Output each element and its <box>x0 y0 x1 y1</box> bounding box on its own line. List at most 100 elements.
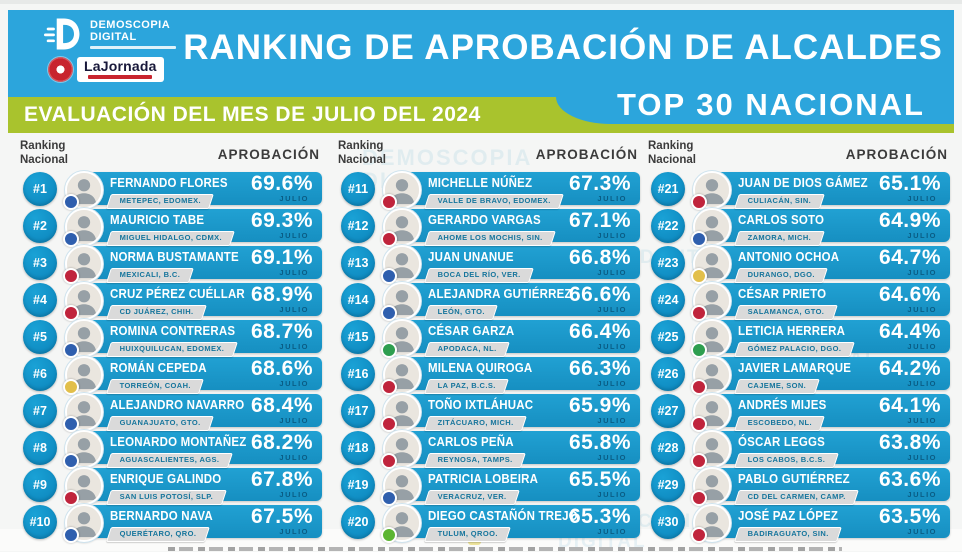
mayor-avatar <box>63 319 103 358</box>
location-pill: ZAMORA, MICH. <box>734 231 825 246</box>
mayor-name: LEONARDO MONTAÑEZ <box>110 435 247 449</box>
mayor-name: MILENA QUIROGA <box>428 361 533 375</box>
location-pill: DURANGO, DGO. <box>734 268 829 283</box>
mayor-name: PATRICIA LOBEIRA <box>428 472 539 486</box>
mayor-name: ALEJANDRO NAVARRO <box>110 398 245 412</box>
mayor-avatar <box>63 504 103 543</box>
ranking-row: #26 JAVIER LAMARQUE CAJEME, SON. 64.2% J… <box>646 356 950 395</box>
ranking-column-2: Ranking Nacional APROBACIÓN #11 MICHELLE … <box>336 140 640 543</box>
approval-value: 68.4% <box>250 394 313 417</box>
mayor-name: DIEGO CASTAÑÓN TREJO <box>428 509 578 523</box>
lajornada-logo: LaJornada <box>48 57 164 82</box>
approval-value: 65.5% <box>568 468 631 491</box>
month-label: JULIO <box>597 379 627 388</box>
person-silhouette-icon <box>695 247 729 281</box>
month-label: JULIO <box>597 416 627 425</box>
party-badge-icon <box>691 342 707 358</box>
location-pill: METEPEC, EDOMEX. <box>106 194 215 209</box>
rank-badge: #13 <box>341 246 375 280</box>
top30-subtitle: TOP 30 NACIONAL <box>617 87 925 122</box>
ranking-row: #28 ÓSCAR LEGGS LOS CABOS, B.C.S. 63.8% … <box>646 430 950 469</box>
ranking-row: #4 CRUZ PÉREZ CUÉLLAR CD JUÁREZ, CHIH. 6… <box>18 282 322 321</box>
mayor-avatar <box>691 319 731 358</box>
mayor-name: CÉSAR GARZA <box>428 324 515 338</box>
approval-value: 64.1% <box>878 394 941 417</box>
party-badge-icon <box>63 231 79 247</box>
ranking-row: #3 NORMA BUSTAMANTE MEXICALI, B.C. 69.1%… <box>18 245 322 284</box>
party-badge-icon <box>381 490 397 506</box>
cutoff-footnote-text <box>168 547 842 551</box>
approval-value: 65.8% <box>568 431 631 454</box>
location-pill: APODACA, NL. <box>424 342 510 357</box>
aprobacion-label: APROBACIÓN <box>217 147 320 162</box>
location-pill: AGUASCALIENTES, AGS. <box>106 453 233 468</box>
location-pill: VALLE DE BRAVO, EDOMEX. <box>424 194 564 209</box>
rank-badge: #29 <box>651 468 685 502</box>
party-badge-icon <box>691 416 707 432</box>
location-pill: BOCA DEL RÍO, VER. <box>424 268 534 283</box>
location-pill: CD DEL CARMEN, CAMP. <box>734 490 860 505</box>
month-label: JULIO <box>279 416 309 425</box>
location-pill: VERACRUZ, VER. <box>424 490 520 505</box>
party-badge-icon <box>381 453 397 469</box>
month-label: JULIO <box>597 342 627 351</box>
approval-value: 64.6% <box>878 283 941 306</box>
month-label: JULIO <box>279 453 309 462</box>
ranking-row: #6 ROMÁN CEPEDA TORREÓN, COAH. 68.6% JUL… <box>18 356 322 395</box>
mayor-name: JUAN UNANUE <box>428 250 514 264</box>
mayor-name: GERARDO VARGAS <box>428 213 541 227</box>
rank-badge: #2 <box>23 209 57 243</box>
party-badge-icon <box>691 379 707 395</box>
rank-badge: #12 <box>341 209 375 243</box>
rank-badge: #19 <box>341 468 375 502</box>
ranking-row: #30 JOSÉ PAZ LÓPEZ BADIRAGUATO, SIN. 63.… <box>646 504 950 543</box>
ranking-row: #14 ALEJANDRA GUTIÉRREZ LEÓN, GTO. 66.6%… <box>336 282 640 321</box>
ranking-row: #8 LEONARDO MONTAÑEZ AGUASCALIENTES, AGS… <box>18 430 322 469</box>
location-pill: QUERÉTARO, QRO. <box>106 527 210 542</box>
month-label: JULIO <box>597 490 627 499</box>
lajornada-icon <box>48 57 73 82</box>
ranking-row: #22 CARLOS SOTO ZAMORA, MICH. 64.9% JULI… <box>646 208 950 247</box>
rank-badge: #18 <box>341 431 375 465</box>
mayor-name: ANTONIO OCHOA <box>738 250 840 264</box>
mayor-name: ANDRÉS MIJES <box>738 398 827 412</box>
rank-badge: #4 <box>23 283 57 317</box>
person-silhouette-icon <box>67 173 101 207</box>
rank-badge: #24 <box>651 283 685 317</box>
mayor-name: CÉSAR PRIETO <box>738 287 827 301</box>
party-badge-icon <box>691 231 707 247</box>
approval-value: 65.1% <box>878 172 941 195</box>
approval-value: 64.2% <box>878 357 941 380</box>
person-silhouette-icon <box>695 469 729 503</box>
approval-value: 63.6% <box>878 468 941 491</box>
mayor-avatar <box>691 430 731 469</box>
party-badge-icon <box>63 490 79 506</box>
ranking-row: #7 ALEJANDRO NAVARRO GUANAJUATO, GTO. 68… <box>18 393 322 432</box>
mayor-avatar <box>381 208 421 247</box>
month-label: JULIO <box>279 231 309 240</box>
month-label: JULIO <box>279 379 309 388</box>
rank-badge: #21 <box>651 172 685 206</box>
approval-value: 65.9% <box>568 394 631 417</box>
rank-badge: #15 <box>341 320 375 354</box>
month-label: JULIO <box>907 416 937 425</box>
location-pill: GÓMEZ PALACIO, DGO. <box>734 342 855 357</box>
mayor-name: JAVIER LAMARQUE <box>738 361 852 375</box>
party-badge-icon <box>381 527 397 543</box>
top-border <box>0 0 962 4</box>
location-pill: CD JUÁREZ, CHIH. <box>106 305 207 320</box>
rank-badge: #7 <box>23 394 57 428</box>
location-pill: HUIXQUILUCAN, EDOMEX. <box>106 342 238 357</box>
month-label: JULIO <box>597 268 627 277</box>
location-pill: AHOME LOS MOCHIS, SIN. <box>424 231 556 246</box>
mayor-name: MAURICIO TABE <box>110 213 205 227</box>
month-label: JULIO <box>907 379 937 388</box>
approval-value: 63.8% <box>878 431 941 454</box>
approval-value: 68.7% <box>250 320 313 343</box>
location-pill: LEÓN, GTO. <box>424 305 499 320</box>
person-silhouette-icon <box>67 284 101 318</box>
location-pill: SAN LUIS POTOSÍ, SLP. <box>106 490 227 505</box>
mayor-name: PABLO GUTIÉRREZ <box>738 472 850 486</box>
location-pill: MIGUEL HIDALGO, CDMX. <box>106 231 236 246</box>
mayor-name: NORMA BUSTAMANTE <box>110 250 239 264</box>
